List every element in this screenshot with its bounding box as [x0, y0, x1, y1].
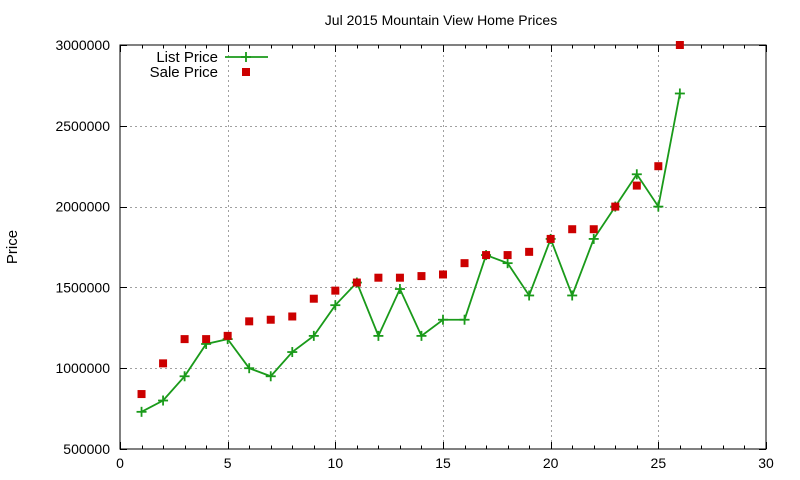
x-tick-label: 15	[435, 455, 451, 471]
legend-marker-list-price	[241, 52, 251, 62]
y-tick-label: 500000	[63, 441, 110, 457]
list-price-point	[502, 258, 513, 269]
list-price-point	[265, 371, 276, 382]
sale-price-point	[137, 390, 146, 399]
sale-price-point	[525, 247, 534, 256]
y-axis-title: Price	[4, 230, 21, 264]
sale-price-point	[352, 278, 361, 287]
sale-price-point	[245, 317, 254, 326]
legend-swatch-list-price	[225, 52, 268, 62]
chart-title: Jul 2015 Mountain View Home Prices	[325, 12, 557, 28]
sale-price-point	[288, 312, 297, 321]
sale-price-point	[654, 162, 663, 171]
sale-price-point	[611, 202, 620, 211]
legend-label-list-price: List Price	[156, 49, 218, 66]
x-axis-tick-labels: 0 5 10 15 20 25 30	[116, 455, 774, 471]
list-price-point	[136, 406, 147, 417]
legend-swatch-sale-price	[242, 68, 250, 76]
sale-price-point	[460, 259, 469, 268]
x-tick-label: 25	[651, 455, 667, 471]
grid	[120, 45, 766, 449]
legend: List Price Sale Price	[150, 49, 268, 81]
sale-price-point	[589, 225, 598, 234]
list-price-point	[524, 290, 535, 301]
x-tick-label: 30	[758, 455, 774, 471]
list-price-point	[244, 363, 255, 374]
sale-price-point	[159, 359, 168, 368]
sale-price-point	[675, 41, 684, 49]
series-line-list-price	[141, 93, 681, 413]
sale-price-point	[439, 270, 447, 279]
list-price-point	[674, 88, 685, 99]
list-price-point	[438, 314, 448, 325]
sale-price-point	[180, 335, 189, 344]
y-tick-label: 3000000	[55, 37, 110, 53]
sale-price-point	[266, 315, 275, 324]
sale-price-point	[309, 294, 318, 303]
x-tick-label: 10	[328, 455, 344, 471]
sale-price-point	[202, 335, 211, 344]
y-tick-label: 2500000	[55, 118, 110, 134]
sale-price-point	[546, 234, 555, 243]
list-price-point	[287, 347, 298, 358]
list-price-point	[459, 314, 470, 325]
series-layer	[136, 41, 685, 417]
sale-price-point	[417, 272, 426, 281]
sale-price-point	[223, 331, 232, 340]
sale-price-point	[374, 273, 383, 282]
sale-price-point	[503, 251, 512, 260]
y-axis-tick-labels: 500000 1000000 1500000 2000000 2500000 300000…	[55, 37, 110, 457]
x-tick-label: 0	[116, 455, 124, 471]
sale-price-point	[331, 286, 340, 295]
list-price-point	[330, 300, 341, 311]
legend-marker-sale-price	[242, 68, 250, 76]
list-price-point	[567, 290, 578, 301]
list-price-point	[373, 330, 384, 341]
x-tick-label: 5	[224, 455, 232, 471]
axis-ticks	[120, 45, 767, 450]
sale-price-point	[568, 225, 577, 234]
legend-label-sale-price: Sale Price	[150, 64, 218, 81]
y-tick-label: 2000000	[55, 199, 110, 215]
list-price-point	[653, 201, 664, 212]
list-price-point	[394, 284, 405, 295]
list-price-point	[416, 330, 427, 341]
y-tick-label: 1000000	[55, 360, 110, 376]
list-price-point	[631, 169, 642, 180]
list-price-point	[308, 330, 319, 341]
sale-price-point	[482, 251, 491, 260]
list-price-point	[588, 233, 599, 244]
list-price-point	[179, 371, 190, 382]
x-tick-label: 20	[543, 455, 559, 471]
y-tick-label: 1500000	[55, 279, 110, 295]
sale-price-point	[632, 181, 641, 190]
sale-price-point	[395, 273, 404, 282]
list-price-point	[158, 395, 169, 406]
